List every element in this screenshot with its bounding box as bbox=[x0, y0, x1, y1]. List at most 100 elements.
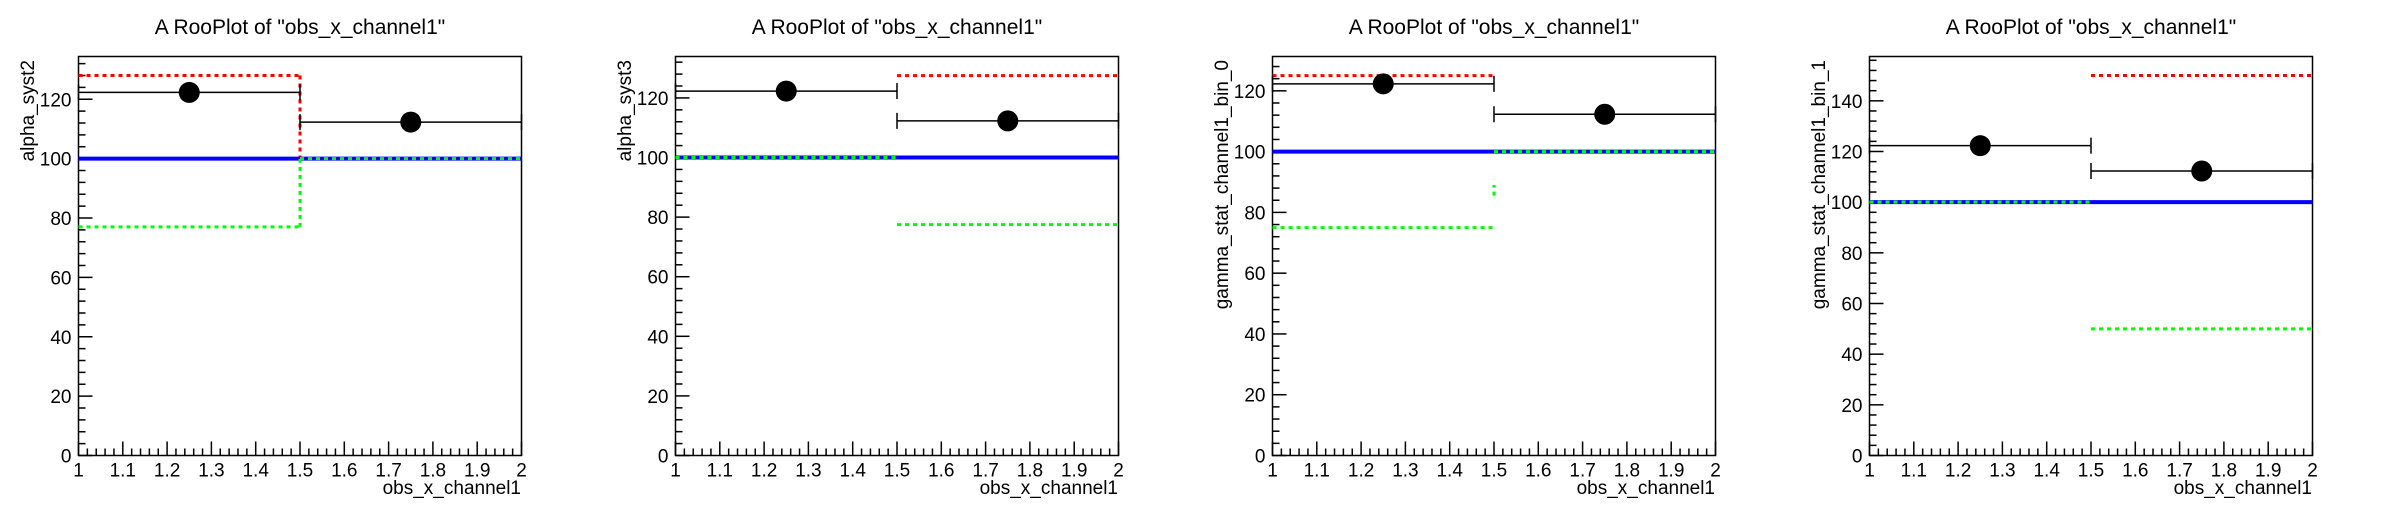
x-tick-label: 1.9 bbox=[2255, 461, 2281, 482]
data-point-marker bbox=[775, 80, 797, 102]
y-tick-label: 100 bbox=[40, 150, 72, 171]
x-tick-label: 1.5 bbox=[287, 461, 313, 482]
x-tick-label: 1 bbox=[1267, 461, 1278, 482]
plot-area: 0 20 40 60 80 100 120 1 1.1 1.2 1.3 1.4 1.5 1.6 1.7 1.8… bbox=[1234, 55, 1721, 482]
x-tick-label: 1.6 bbox=[1525, 461, 1551, 482]
x-tick-label: 1.6 bbox=[2122, 461, 2148, 482]
data-point-marker bbox=[2191, 160, 2213, 182]
x-tick-label: 1.7 bbox=[1569, 461, 1595, 482]
x-tick-label: 1.8 bbox=[1017, 461, 1043, 482]
x-tick-label: 1.2 bbox=[1348, 461, 1374, 482]
x-axis: 1 1.1 1.2 1.3 1.4 1.5 1.6 1.7 1.8 1.9 2 bbox=[1864, 441, 2318, 482]
data-point-marker bbox=[400, 111, 422, 133]
plot-canvas: 0 20 40 60 80 100 120 140 1 1.1 1.2 1.3 1.4 1.5 1.6 1.7… bbox=[1809, 16, 2318, 499]
x-axis: 1 1.1 1.2 1.3 1.4 1.5 1.6 1.7 1.8 1.9 2 bbox=[73, 441, 527, 482]
x-tick-label: 1.2 bbox=[751, 461, 777, 482]
y-axis-title: gamma_stat_channel1_bin_1 bbox=[1809, 60, 1830, 309]
x-tick-label: 1 bbox=[670, 461, 681, 482]
x-axis-title: obs_x_channel1 bbox=[980, 478, 1118, 499]
data-point-marker bbox=[1969, 135, 1991, 157]
x-tick-label: 1.1 bbox=[1304, 461, 1330, 482]
y-axis: 0 20 40 60 80 100 120 bbox=[637, 61, 690, 468]
x-tick-label: 1.6 bbox=[928, 461, 954, 482]
y-tick-label: 80 bbox=[1841, 244, 1862, 265]
y-tick-label: 40 bbox=[1244, 325, 1265, 346]
y-axis: 0 20 40 60 80 100 120 bbox=[1234, 65, 1287, 468]
x-tick-label: 1.4 bbox=[1436, 461, 1463, 482]
x-tick-label: 1.3 bbox=[1392, 461, 1418, 482]
plot-canvas: 0 20 40 60 80 100 120 1 1.1 1.2 1.3 1.4 1.5 1.6 1.7 1.8… bbox=[1212, 16, 1721, 499]
y-tick-label: 0 bbox=[1255, 447, 1266, 468]
x-tick-label: 2 bbox=[1710, 461, 1721, 482]
y-tick-label: 100 bbox=[1831, 193, 1863, 214]
x-tick-label: 1.9 bbox=[1658, 461, 1684, 482]
x-axis-title: obs_x_channel1 bbox=[1577, 478, 1715, 499]
data-point-marker bbox=[178, 81, 200, 103]
x-tick-label: 1.8 bbox=[2211, 461, 2237, 482]
x-tick-label: 1.8 bbox=[1614, 461, 1640, 482]
x-tick-label: 1.5 bbox=[1481, 461, 1507, 482]
y-axis-title: alpha_syst3 bbox=[615, 60, 636, 161]
plot-area: 0 20 40 60 80 100 120 1 1.1 1.2 1.3 1.4 1.5 1.6 1.7 1.8… bbox=[40, 55, 527, 482]
y-tick-label: 120 bbox=[1234, 82, 1266, 103]
curve-minus-1sigma bbox=[78, 157, 522, 229]
rooplot-panel-alpha-syst2: 0 20 40 60 80 100 120 1 1.1 1.2 1.3 1.4 1.5 1.6 1.7 1.8… bbox=[0, 0, 597, 516]
y-axis-title: gamma_stat_channel1_bin_0 bbox=[1212, 60, 1233, 309]
x-tick-label: 1.2 bbox=[1945, 461, 1971, 482]
x-tick-label: 1.2 bbox=[154, 461, 180, 482]
x-axis-title: obs_x_channel1 bbox=[383, 478, 521, 499]
x-tick-label: 1.1 bbox=[707, 461, 733, 482]
x-tick-label: 1.3 bbox=[795, 461, 821, 482]
x-tick-label: 2 bbox=[516, 461, 527, 482]
plot-canvas: 0 20 40 60 80 100 120 1 1.1 1.2 1.3 1.4 1.5 1.6 1.7 1.8… bbox=[18, 16, 527, 499]
x-tick-label: 1.5 bbox=[884, 461, 910, 482]
x-tick-label: 1.4 bbox=[242, 461, 269, 482]
y-tick-label: 80 bbox=[50, 209, 71, 230]
x-tick-label: 2 bbox=[2307, 461, 2318, 482]
y-tick-label: 80 bbox=[1244, 203, 1265, 224]
y-tick-label: 100 bbox=[1234, 143, 1266, 164]
y-tick-label: 60 bbox=[1244, 264, 1265, 285]
y-tick-label: 40 bbox=[647, 327, 668, 348]
x-tick-label: 1.7 bbox=[972, 461, 998, 482]
y-tick-label: 40 bbox=[50, 328, 71, 349]
y-tick-label: 0 bbox=[61, 447, 72, 468]
data-point-marker bbox=[1372, 73, 1394, 95]
data-point-marker bbox=[1594, 103, 1616, 125]
data-point-marker bbox=[997, 110, 1019, 132]
data-series bbox=[674, 80, 1120, 132]
y-axis: 0 20 40 60 80 100 120 bbox=[40, 62, 93, 468]
x-tick-label: 1.9 bbox=[1061, 461, 1087, 482]
curve-minus-1sigma bbox=[675, 156, 1119, 227]
y-tick-label: 20 bbox=[50, 387, 71, 408]
y-axis: 0 20 40 60 80 100 120 140 bbox=[1831, 59, 1884, 468]
x-tick-label: 1.8 bbox=[420, 461, 446, 482]
rooplot-panel-alpha-syst3: 0 20 40 60 80 100 120 1 1.1 1.2 1.3 1.4 1.5 1.6 1.7 1.8… bbox=[597, 0, 1194, 516]
y-tick-label: 60 bbox=[50, 268, 71, 289]
y-tick-label: 20 bbox=[647, 387, 668, 408]
plot-title: A RooPlot of "obs_x_channel1" bbox=[1349, 16, 1639, 39]
y-tick-label: 80 bbox=[647, 208, 668, 229]
y-tick-label: 60 bbox=[647, 268, 668, 289]
x-tick-label: 1.1 bbox=[110, 461, 136, 482]
y-axis-title: alpha_syst2 bbox=[18, 60, 39, 161]
x-axis: 1 1.1 1.2 1.3 1.4 1.5 1.6 1.7 1.8 1.9 2 bbox=[670, 441, 1124, 482]
x-axis: 1 1.1 1.2 1.3 1.4 1.5 1.6 1.7 1.8 1.9 2 bbox=[1267, 441, 1721, 482]
plot-canvas: 0 20 40 60 80 100 120 1 1.1 1.2 1.3 1.4 1.5 1.6 1.7 1.8… bbox=[615, 16, 1124, 499]
rooplot-panel-gamma-stat-bin0: 0 20 40 60 80 100 120 1 1.1 1.2 1.3 1.4 1.5 1.6 1.7 1.8… bbox=[1194, 0, 1791, 516]
x-tick-label: 2 bbox=[1113, 461, 1124, 482]
x-tick-label: 1.1 bbox=[1901, 461, 1927, 482]
data-series bbox=[77, 81, 523, 133]
y-tick-label: 20 bbox=[1841, 396, 1862, 417]
x-tick-label: 1.3 bbox=[198, 461, 224, 482]
curve-minus-1sigma bbox=[1869, 200, 2313, 331]
x-tick-label: 1 bbox=[73, 461, 84, 482]
y-tick-label: 140 bbox=[1831, 92, 1863, 113]
y-tick-label: 100 bbox=[637, 149, 669, 170]
y-tick-label: 120 bbox=[40, 90, 72, 111]
y-tick-label: 20 bbox=[1244, 386, 1265, 407]
plot-title: A RooPlot of "obs_x_channel1" bbox=[155, 16, 445, 39]
y-tick-label: 120 bbox=[637, 89, 669, 110]
y-tick-label: 60 bbox=[1841, 295, 1862, 316]
